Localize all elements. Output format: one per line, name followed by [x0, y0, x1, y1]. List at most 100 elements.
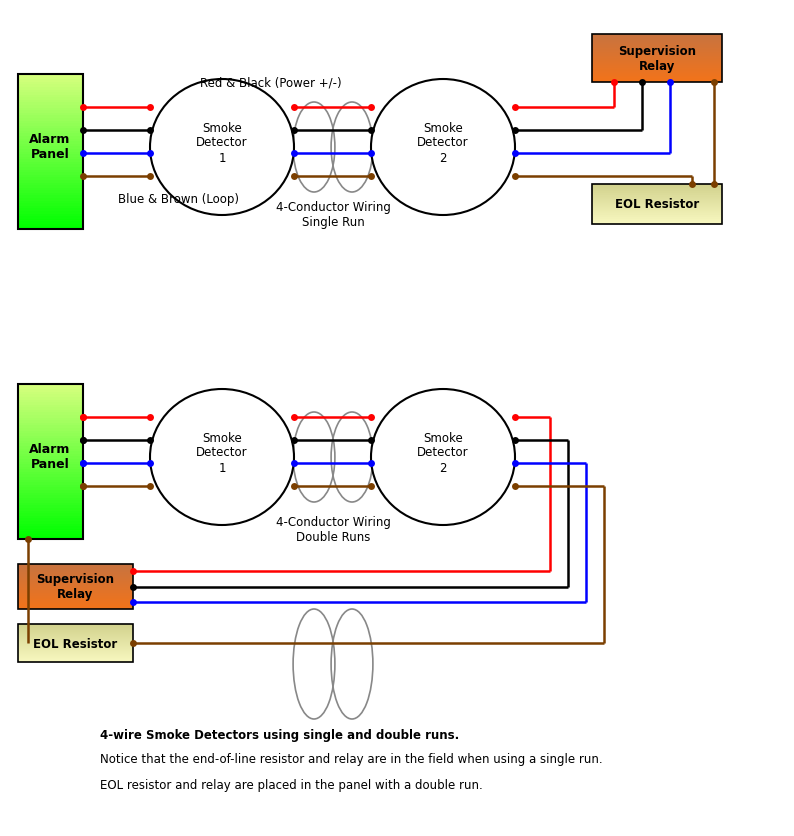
Bar: [18, 137, 83, 140]
Bar: [18, 444, 83, 446]
Bar: [18, 201, 83, 204]
Bar: [18, 186, 83, 188]
Bar: [18, 93, 83, 95]
Bar: [18, 114, 83, 116]
Bar: [18, 196, 83, 199]
Bar: [18, 496, 83, 498]
Bar: [18, 194, 83, 196]
Bar: [18, 387, 83, 390]
Text: Smoke
Detector
1: Smoke Detector 1: [196, 431, 248, 474]
Bar: [18, 163, 83, 166]
Bar: [18, 98, 83, 100]
Bar: [18, 508, 83, 511]
Bar: [18, 157, 83, 160]
Text: Smoke
Detector
2: Smoke Detector 2: [417, 121, 468, 165]
Bar: [18, 529, 83, 532]
Bar: [18, 392, 83, 395]
Bar: [18, 188, 83, 191]
Bar: [18, 155, 83, 157]
Bar: [18, 80, 83, 83]
Bar: [18, 119, 83, 121]
Text: EOL Resistor: EOL Resistor: [615, 198, 700, 212]
Bar: [18, 408, 83, 410]
Ellipse shape: [150, 80, 294, 216]
Bar: [18, 482, 83, 485]
Text: Supervision
Relay: Supervision Relay: [618, 45, 696, 73]
Bar: [18, 225, 83, 227]
Ellipse shape: [371, 80, 515, 216]
Bar: [18, 126, 83, 129]
Bar: [18, 140, 83, 142]
Bar: [18, 467, 83, 470]
Bar: [18, 410, 83, 413]
Bar: [18, 451, 83, 454]
Bar: [18, 470, 83, 472]
Bar: [18, 493, 83, 496]
Bar: [18, 129, 83, 132]
Bar: [18, 524, 83, 527]
Bar: [18, 491, 83, 493]
Bar: [18, 459, 83, 462]
Text: Supervision
Relay: Supervision Relay: [36, 573, 114, 600]
Bar: [18, 624, 133, 662]
Bar: [592, 35, 722, 83]
Bar: [18, 472, 83, 475]
Bar: [18, 428, 83, 431]
Bar: [18, 431, 83, 434]
Bar: [18, 199, 83, 201]
Bar: [18, 75, 83, 230]
Bar: [18, 522, 83, 524]
Bar: [18, 142, 83, 145]
Bar: [18, 95, 83, 98]
Text: 4-Conductor Wiring
Single Run: 4-Conductor Wiring Single Run: [276, 201, 391, 229]
Bar: [18, 214, 83, 217]
Bar: [18, 183, 83, 186]
Bar: [18, 456, 83, 459]
Bar: [18, 209, 83, 212]
Bar: [18, 511, 83, 513]
Bar: [18, 477, 83, 480]
Bar: [18, 421, 83, 423]
Text: Alarm
Panel: Alarm Panel: [29, 442, 71, 471]
Bar: [18, 178, 83, 181]
Bar: [18, 516, 83, 518]
Bar: [18, 191, 83, 194]
Bar: [18, 501, 83, 503]
Text: 4-wire Smoke Detectors using single and double runs.: 4-wire Smoke Detectors using single and …: [100, 727, 459, 741]
Text: 4-Conductor Wiring
Double Runs: 4-Conductor Wiring Double Runs: [276, 515, 391, 543]
Bar: [18, 465, 83, 467]
Bar: [18, 564, 133, 609]
Bar: [18, 166, 83, 168]
Bar: [18, 513, 83, 516]
Bar: [18, 385, 83, 539]
Bar: [18, 395, 83, 397]
Bar: [18, 537, 83, 539]
Bar: [18, 212, 83, 214]
Bar: [18, 90, 83, 93]
Bar: [18, 418, 83, 421]
Bar: [18, 104, 83, 106]
Bar: [18, 487, 83, 491]
Bar: [18, 168, 83, 171]
Bar: [18, 222, 83, 225]
Bar: [18, 434, 83, 436]
Bar: [18, 413, 83, 415]
Bar: [18, 485, 83, 487]
Bar: [18, 145, 83, 147]
Bar: [18, 480, 83, 482]
Bar: [18, 152, 83, 155]
Text: Blue & Brown (Loop): Blue & Brown (Loop): [118, 193, 239, 206]
Text: Red & Black (Power +/-): Red & Black (Power +/-): [200, 76, 341, 89]
Bar: [18, 446, 83, 449]
Bar: [18, 206, 83, 209]
Bar: [18, 176, 83, 178]
Ellipse shape: [150, 390, 294, 525]
Bar: [18, 385, 83, 387]
Bar: [18, 116, 83, 119]
Bar: [18, 83, 83, 85]
Bar: [18, 436, 83, 439]
Bar: [18, 439, 83, 441]
Bar: [18, 219, 83, 222]
Bar: [18, 426, 83, 428]
Bar: [18, 217, 83, 219]
